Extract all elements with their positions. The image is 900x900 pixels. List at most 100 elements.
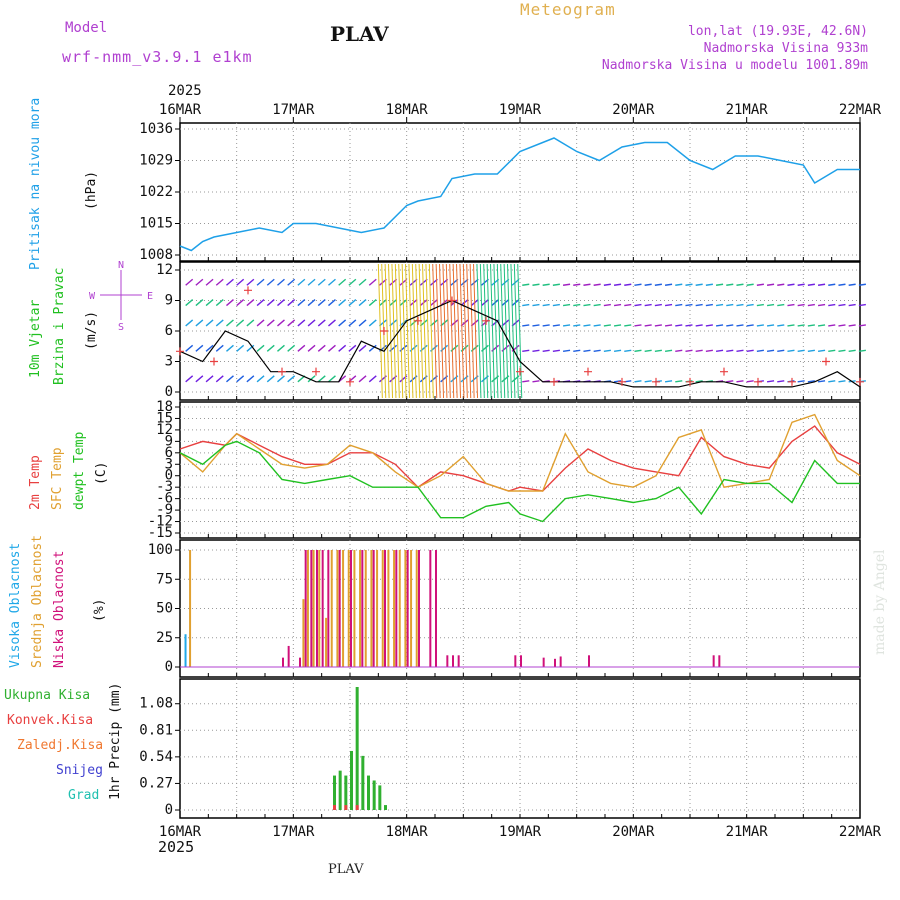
low-cloud-bar [457,655,460,667]
wind-barb [797,283,805,286]
wind-barb [195,344,204,352]
mid-cloud-bar [302,599,305,667]
low-cloud-bar [418,550,420,667]
y-tick-label: 0.54 [139,749,173,765]
gust-marker [482,316,490,325]
y-tick-label: 9 [165,433,173,449]
wind-barb [736,283,744,286]
total-precip-bar [361,755,365,810]
wind-barb [425,263,431,399]
gust-marker [720,367,728,376]
wind-barb [838,349,846,353]
wind-barb [624,283,632,286]
gust-marker [210,357,218,366]
wind-barb [562,303,571,307]
wind-barb [297,278,306,286]
wind-barb [552,283,560,286]
wind-barb [287,278,296,286]
wind-barb [195,299,204,307]
y-tick-label: 6 [165,323,173,339]
y-tick-label: 18 [156,399,173,415]
gust-marker [448,296,456,305]
total-precip-bar [372,780,376,810]
wind-barb [418,263,424,399]
y-tick-label: -15 [148,525,173,541]
total-precip-bar [355,687,359,810]
wind-barb [746,303,754,307]
gust-marker [244,286,252,295]
wind-barb [756,349,764,353]
x-tick-label-top: 21MAR [726,102,769,118]
wind-barb [552,324,560,327]
wind-barb [573,349,581,353]
wind-barb [185,299,194,307]
wind-barb [435,263,441,399]
wind-barb [787,303,795,307]
mid-cloud-bar [381,550,384,667]
y-tick-label: 25 [156,630,173,646]
wind-barb [613,349,622,353]
x-tick-label-bottom: 18MAR [386,824,429,840]
wind-barb [695,324,703,327]
wind-barb [338,278,347,286]
wind-barb [195,375,204,383]
wind-barb [766,303,775,307]
low-cloud-bar [520,655,522,667]
wind-barb [603,324,611,327]
wind-barb [685,283,693,286]
gust-marker [516,367,524,376]
mid-cloud-bar [330,550,333,667]
total-precip-bar [367,775,370,810]
y-tick-label: 100 [148,542,173,558]
wind-barb [807,303,815,307]
wind-barb [307,375,316,383]
low-cloud-bar [435,550,437,667]
wind-barb [266,344,275,352]
wind-barb [483,263,489,399]
wind-barb [777,324,785,327]
wind-barb [644,303,652,307]
wind-barb [277,299,285,307]
low-cloud-bar [514,655,517,667]
wind-barb [394,263,400,399]
wind-barb [205,375,214,383]
gust-marker [822,357,830,366]
wind-barb [287,299,296,307]
x-tick-label-bottom: 20MAR [612,824,655,840]
wind-barb [817,349,826,353]
wind-barb [307,278,316,286]
y-tick-label: -9 [156,502,173,518]
wind-barb [486,263,492,399]
wind-barb [507,263,513,399]
mid-cloud-bar [370,550,373,667]
mid-cloud-bar [410,550,413,667]
wind-barb [736,303,744,307]
wind-barb [603,349,611,353]
wind-barb [593,303,601,307]
wind-barb [726,324,734,327]
gust-marker [856,377,864,386]
wind-barb [266,278,275,286]
low-cloud-bar [542,657,545,667]
wind-barb [317,375,326,383]
wind-barb [317,299,326,307]
x-tick-label-bottom: 22MAR [839,824,882,840]
total-precip-bar [350,750,353,810]
wind-barb [777,303,785,307]
wind-barb [695,349,703,353]
wind-barb [838,283,846,286]
wind-barb [858,324,866,327]
wind-barb [766,283,775,286]
low-cloud-bar [559,656,562,667]
total-precip-bar [338,770,342,810]
wind-barb [493,263,499,399]
wind-barb [807,324,815,327]
low-cloud-bar [429,550,432,667]
wind-speed-line [179,299,861,388]
wind-barb [368,344,377,352]
wind-barb [858,303,866,307]
wind-barb [266,375,275,383]
wind-barb [562,349,571,353]
wind-barb [185,319,194,327]
gust-marker [686,377,694,386]
